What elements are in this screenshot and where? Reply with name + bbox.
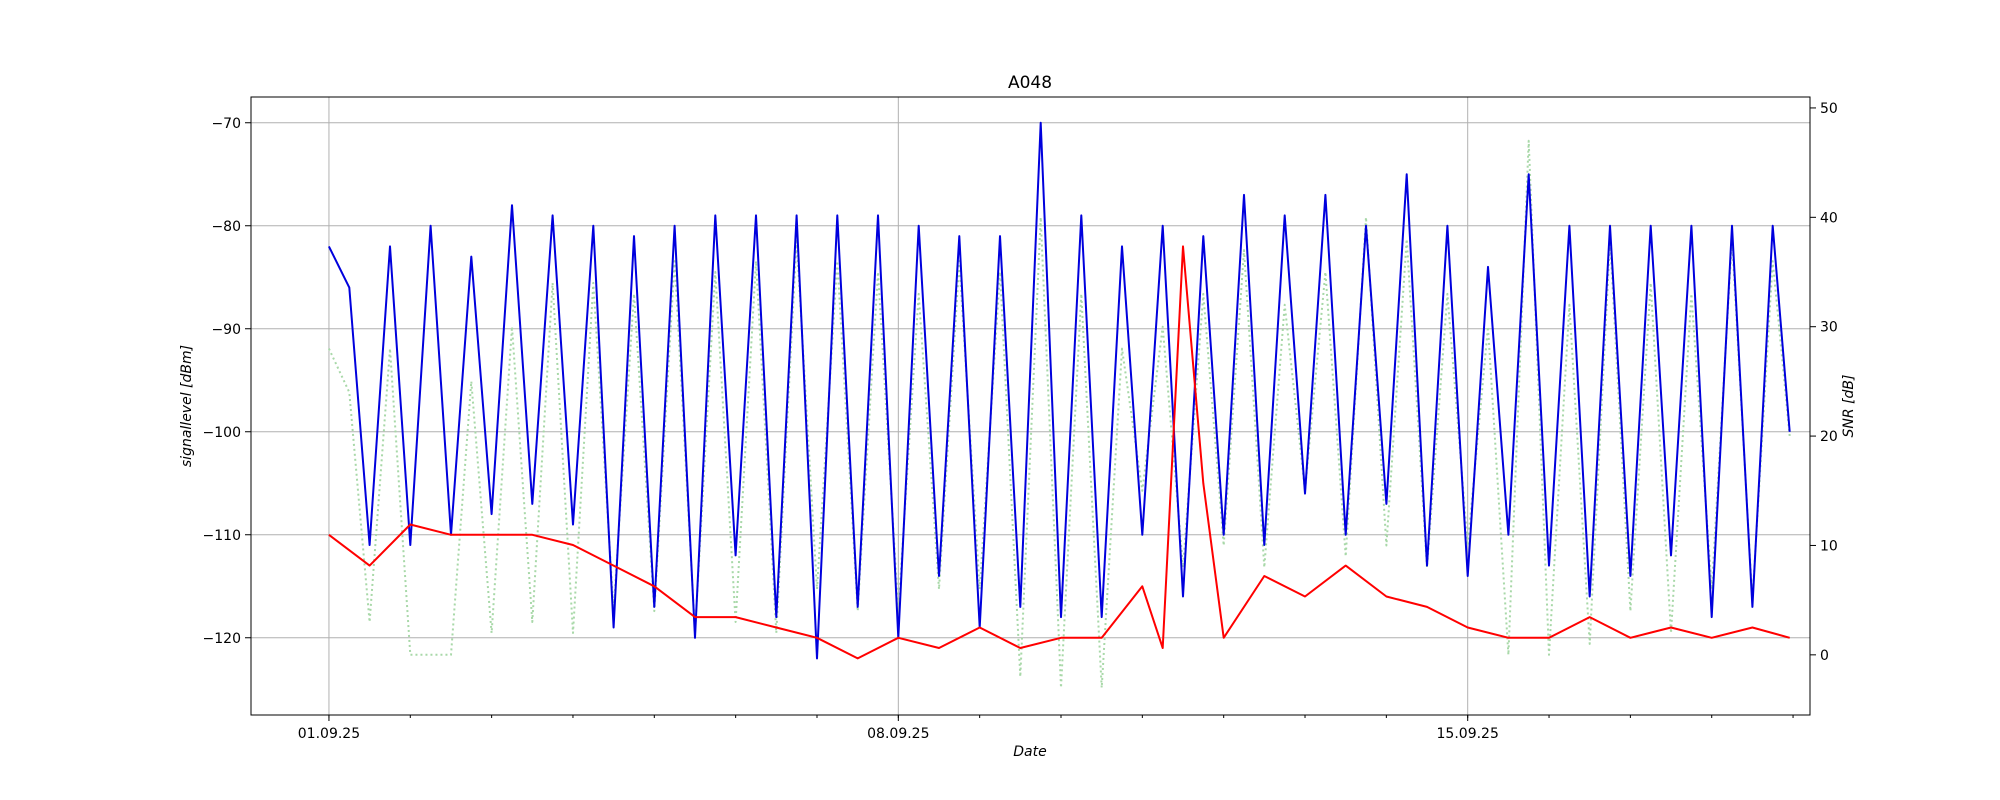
plot-layer	[327, 121, 1791, 689]
y-left-tick-label: −100	[203, 425, 241, 441]
snr-line	[327, 139, 1791, 689]
y-left-tick-label: −110	[203, 528, 241, 544]
y-right-tick-label: 40	[1820, 210, 1838, 226]
signal-level-line	[328, 121, 1791, 660]
x-tick-label: 01.09.25	[298, 726, 360, 742]
x-tick-label: 15.09.25	[1437, 726, 1499, 742]
y-right-tick-label: 0	[1820, 648, 1829, 664]
x-axis-label: Date	[1013, 744, 1046, 760]
y-right-tick-label: 30	[1820, 320, 1838, 336]
y-left-axis-label: signallevel [dBm]	[179, 345, 195, 467]
y-left-tick-label: −70	[211, 116, 241, 132]
y-left-tick-label: −80	[211, 219, 241, 235]
noise-level-line	[328, 245, 1790, 660]
chart-title: A048	[1008, 73, 1052, 93]
y-right-tick-label: 20	[1820, 429, 1838, 445]
y-right-tick-label: 50	[1820, 101, 1838, 117]
y-right-tick-label: 10	[1820, 538, 1838, 554]
axes-layer: 01.09.25 08.09.25 15.09.25 −70 −80 −90 −100 −11…	[203, 101, 1838, 742]
y-left-tick-label: −90	[211, 322, 241, 338]
y-left-tick-label: −120	[203, 631, 241, 647]
y-right-axis-label: SNR [dB]	[1841, 375, 1857, 438]
x-tick-label: 08.09.25	[867, 726, 929, 742]
plot-frame	[250, 96, 1811, 716]
